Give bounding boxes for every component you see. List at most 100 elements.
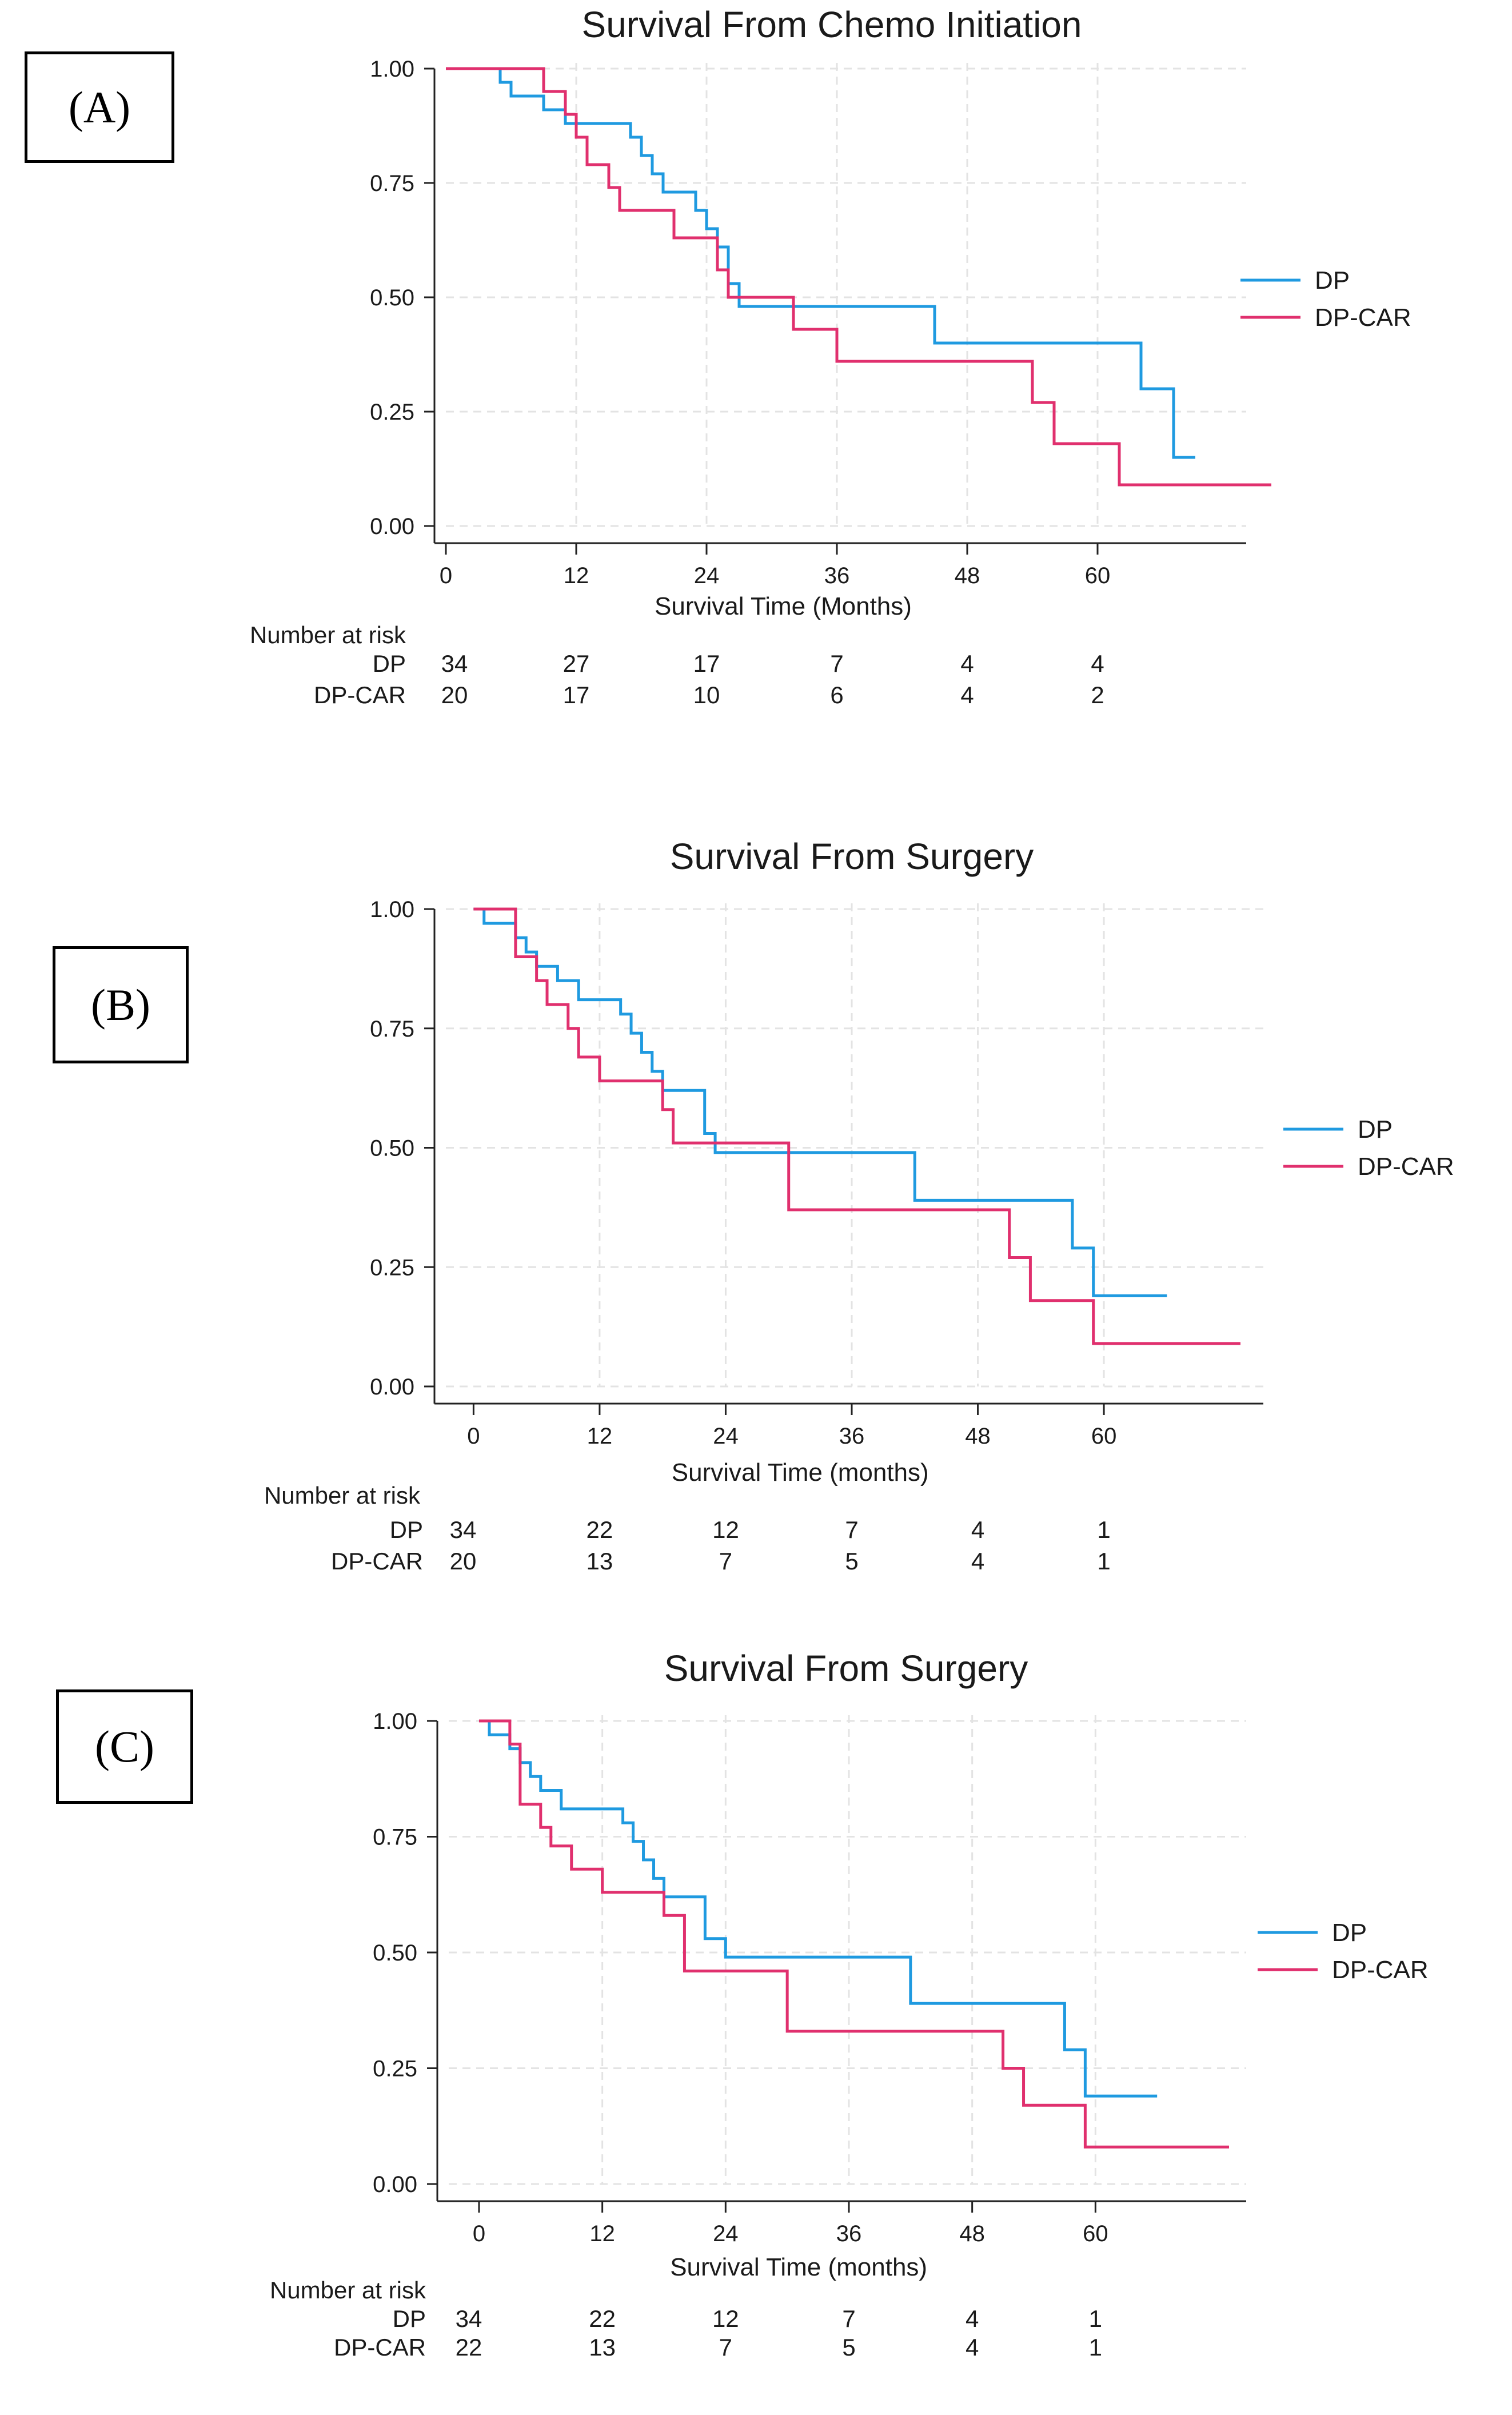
- y-tick-label: 0.25: [373, 2057, 417, 2082]
- risk-count: 6: [830, 682, 843, 708]
- y-tick-label: 1.00: [370, 897, 414, 922]
- risk-count: 1: [1097, 1548, 1110, 1575]
- risk-row-label: DP-CAR: [314, 682, 406, 708]
- km-chart-c: Survival From Surgery 0.00 0.25 0.50 0.75 1.0…: [270, 1648, 1429, 2361]
- x-axis-label: Survival Time (Months): [655, 592, 912, 620]
- x-tick-label: 36: [839, 1424, 865, 1449]
- x-tick-label: 12: [589, 2221, 615, 2246]
- risk-count: 34: [441, 650, 468, 677]
- series-line-dp: [473, 907, 1167, 1297]
- risk-count: 20: [450, 1548, 477, 1575]
- panel-label-a: (A): [25, 51, 174, 163]
- y-tick-label: 0.50: [370, 285, 414, 310]
- y-tick-label: 0.75: [373, 1825, 417, 1850]
- legend-label-dp: DP: [1332, 1919, 1367, 1947]
- risk-row-label: DP: [393, 2305, 426, 2332]
- risk-count: 4: [1091, 650, 1104, 677]
- series-line-dp-car: [478, 1719, 1229, 2149]
- risk-count: 1: [1089, 2334, 1102, 2361]
- risk-count: 22: [589, 2305, 616, 2332]
- risk-count: 4: [966, 2305, 979, 2332]
- risk-count: 5: [845, 1548, 858, 1575]
- risk-count: 7: [830, 650, 843, 677]
- y-tick-label: 0.00: [373, 2172, 417, 2197]
- y-tick-label: 0.00: [370, 1374, 414, 1400]
- risk-count: 34: [450, 1516, 477, 1543]
- risk-count: 12: [712, 2305, 739, 2332]
- risk-count: 1: [1089, 2305, 1102, 2332]
- x-axis-label: Survival Time (months): [672, 1458, 929, 1487]
- x-tick-label: 60: [1083, 2221, 1108, 2246]
- series-line-dp: [478, 1719, 1158, 2098]
- x-tick-label: 0: [473, 2221, 485, 2246]
- risk-count: 22: [587, 1516, 613, 1543]
- x-tick-label: 48: [965, 1424, 991, 1449]
- x-tick-label: 0: [440, 563, 452, 588]
- km-chart-a: Survival From Chemo Initiation 0.00 0.25 0.…: [250, 4, 1411, 708]
- y-tick-label: 0.75: [370, 171, 414, 196]
- chart-title: Survival From Surgery: [670, 836, 1034, 877]
- chart-title: Survival From Surgery: [664, 1648, 1028, 1689]
- risk-count: 22: [456, 2334, 482, 2361]
- risk-table-header: Number at risk: [250, 621, 406, 648]
- x-tick-label: 12: [587, 1424, 613, 1449]
- risk-count: 17: [563, 682, 590, 708]
- risk-count: 4: [960, 682, 974, 708]
- risk-count: 4: [971, 1516, 984, 1543]
- y-tick-label: 0.25: [370, 400, 414, 425]
- risk-row-label: DP: [373, 650, 406, 677]
- series-line-dp-car: [473, 907, 1240, 1345]
- y-tick-label: 1.00: [370, 57, 414, 82]
- panel-label-c: (C): [56, 1689, 193, 1804]
- risk-count: 7: [842, 2305, 855, 2332]
- y-tick-label: 1.00: [373, 1709, 417, 1734]
- x-tick-label: 36: [824, 563, 850, 588]
- legend-label-dp: DP: [1358, 1115, 1393, 1143]
- y-tick-label: 0.25: [370, 1255, 414, 1280]
- x-tick-label: 36: [836, 2221, 862, 2246]
- x-axis-label: Survival Time (months): [670, 2253, 927, 2281]
- legend-label-dp-car: DP-CAR: [1315, 304, 1411, 332]
- risk-row-label: DP: [390, 1516, 423, 1543]
- panel-label-b: (B): [53, 946, 189, 1063]
- x-tick-label: 0: [467, 1424, 480, 1449]
- y-tick-label: 0.50: [373, 1940, 417, 1966]
- km-chart-b: Survival From Surgery 0.00 0.25 0.50 0.75 1.0…: [264, 836, 1454, 1575]
- series-line-dp: [446, 67, 1195, 459]
- y-tick-label: 0.50: [370, 1136, 414, 1161]
- risk-count: 2: [1091, 682, 1104, 708]
- x-tick-label: 24: [713, 2221, 739, 2246]
- risk-count: 13: [589, 2334, 616, 2361]
- chart-title: Survival From Chemo Initiation: [582, 4, 1082, 45]
- risk-count: 10: [693, 682, 720, 708]
- risk-table-header: Number at risk: [264, 1482, 421, 1509]
- legend-label-dp: DP: [1315, 266, 1350, 294]
- risk-count: 13: [587, 1548, 613, 1575]
- series-line-dp-car: [446, 67, 1271, 487]
- risk-count: 20: [441, 682, 468, 708]
- x-tick-label: 48: [959, 2221, 985, 2246]
- risk-table-header: Number at risk: [270, 2277, 426, 2304]
- risk-count: 4: [966, 2334, 979, 2361]
- y-tick-label: 0.00: [370, 514, 414, 539]
- risk-count: 4: [971, 1548, 984, 1575]
- x-tick-label: 60: [1085, 563, 1111, 588]
- risk-count: 12: [712, 1516, 739, 1543]
- risk-count: 7: [719, 1548, 732, 1575]
- x-tick-label: 60: [1091, 1424, 1117, 1449]
- x-tick-label: 24: [694, 563, 720, 588]
- risk-count: 4: [960, 650, 974, 677]
- risk-count: 7: [719, 2334, 732, 2361]
- risk-count: 1: [1097, 1516, 1110, 1543]
- risk-count: 34: [456, 2305, 482, 2332]
- risk-count: 7: [845, 1516, 858, 1543]
- y-tick-label: 0.75: [370, 1017, 414, 1042]
- x-tick-label: 24: [713, 1424, 739, 1449]
- legend-label-dp-car: DP-CAR: [1332, 1956, 1429, 1984]
- risk-count: 17: [693, 650, 720, 677]
- risk-row-label: DP-CAR: [331, 1548, 423, 1575]
- risk-row-label: DP-CAR: [334, 2334, 426, 2361]
- legend-label-dp-car: DP-CAR: [1358, 1153, 1454, 1181]
- x-tick-label: 48: [955, 563, 980, 588]
- risk-count: 27: [563, 650, 590, 677]
